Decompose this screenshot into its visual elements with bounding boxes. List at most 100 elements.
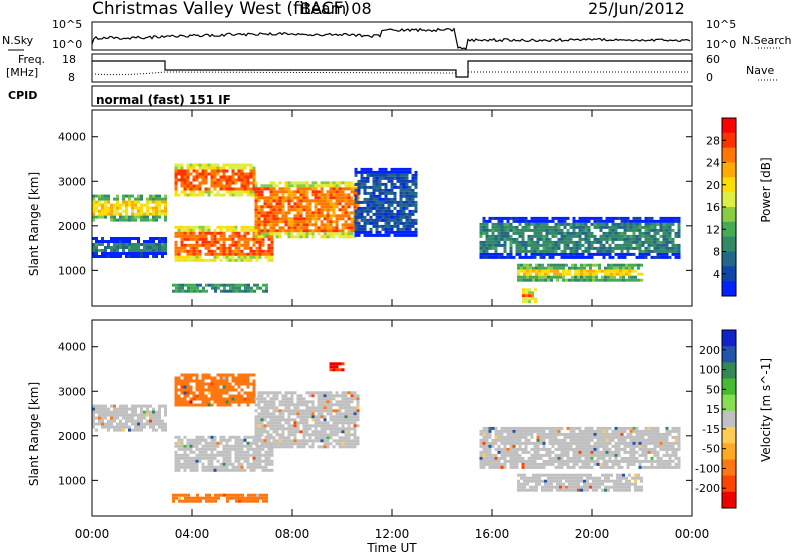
power-cell (650, 234, 654, 238)
power-cell (314, 205, 318, 209)
power-cell (622, 278, 625, 282)
velocity-cell (605, 444, 609, 448)
power-cell (174, 187, 178, 191)
power-cell (601, 269, 604, 273)
power-cell (408, 203, 412, 207)
power-cell (189, 249, 193, 253)
power-cell (152, 215, 155, 219)
velocity-cell (353, 427, 357, 431)
power-cell (201, 181, 205, 185)
power-cell (632, 237, 636, 241)
power-cell (369, 185, 373, 189)
power-cell (390, 170, 394, 174)
power-cell (509, 225, 513, 229)
power-cell (491, 222, 495, 226)
power-cell (518, 249, 522, 253)
power-cell (640, 278, 643, 282)
velocity-cell (146, 407, 149, 411)
velocity-cell (554, 435, 558, 439)
power-cell (641, 225, 645, 229)
power-cell (207, 190, 211, 194)
power-cell (296, 223, 300, 227)
power-cell (164, 237, 167, 240)
velocity-cell (275, 397, 279, 401)
power-cell (360, 167, 364, 171)
power-cell (287, 202, 291, 206)
power-cell (255, 258, 259, 262)
velocity-cell (196, 499, 199, 503)
power-cell (335, 193, 339, 197)
power-cell (526, 272, 529, 276)
power-cell (347, 181, 351, 185)
power-cell (375, 194, 379, 198)
velocity-cell (177, 444, 181, 448)
power-cell (381, 191, 385, 195)
velocity-cell (183, 453, 187, 457)
velocity-cell (269, 436, 273, 440)
velocity-cell (602, 462, 606, 466)
velocity-cell (252, 447, 256, 451)
power-cell (378, 230, 382, 234)
power-cell (378, 167, 382, 171)
power-cell (650, 249, 654, 253)
power-cell (523, 263, 526, 267)
velocity-cell (140, 422, 143, 426)
power-cell (314, 190, 318, 194)
velocity-cell (225, 376, 229, 380)
power-cell (523, 275, 526, 279)
velocity-cell (563, 453, 567, 457)
velocity-cell (569, 438, 573, 442)
power-cell (548, 228, 552, 232)
power-cell (257, 235, 261, 239)
power-cell (354, 173, 358, 177)
freq-unit-label: [MHz] (6, 66, 38, 79)
power-cell (158, 243, 161, 246)
velocity-cell (353, 445, 357, 449)
velocity-cell (195, 453, 199, 457)
power-cell (113, 243, 116, 246)
power-cell (616, 266, 619, 270)
velocity-cell (231, 373, 235, 377)
velocity-cell (551, 462, 555, 466)
power-cell (152, 237, 155, 240)
power-cell (569, 249, 573, 253)
power-cell (384, 170, 388, 174)
power-cell (390, 173, 394, 177)
power-cell (532, 269, 535, 273)
velocity-cell (260, 418, 264, 422)
power-cell (381, 188, 385, 192)
power-cell (610, 269, 613, 273)
velocity-cell (566, 456, 570, 460)
velocity-cell (509, 459, 513, 463)
power-cell (269, 223, 273, 227)
velocity-cell (326, 433, 330, 437)
power-cell (384, 209, 388, 213)
power-cell (354, 221, 358, 225)
velocity-cell (590, 456, 594, 460)
velocity-cell (287, 418, 291, 422)
velocity-cell (213, 379, 217, 383)
power-cell (219, 225, 223, 229)
power-cell (246, 258, 250, 262)
velocity-cell (530, 441, 534, 445)
velocity-cell (587, 459, 591, 463)
power-cell (399, 167, 403, 171)
power-cell (536, 240, 540, 244)
power-cell (542, 252, 546, 256)
power-cell (518, 219, 522, 223)
power-cell (638, 237, 642, 241)
power-cell (626, 228, 630, 232)
velocity-cell (231, 397, 235, 401)
velocity-cell (226, 496, 229, 500)
velocity-cell (527, 456, 531, 460)
power-cell (560, 240, 564, 244)
velocity-cell (317, 439, 321, 443)
power-cell (190, 289, 193, 293)
power-cell (234, 228, 238, 232)
power-cell (186, 184, 190, 188)
velocity-cell (95, 416, 98, 420)
velocity-cell (263, 400, 267, 404)
power-cell (610, 272, 613, 276)
velocity-cell (256, 493, 259, 497)
velocity-cell (356, 442, 360, 446)
